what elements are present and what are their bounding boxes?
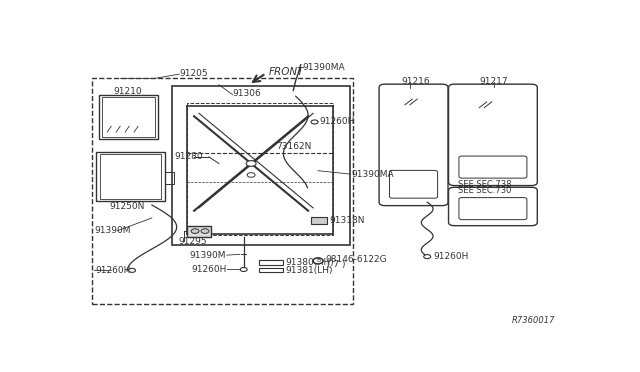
Bar: [100, 154, 161, 199]
Bar: [165, 172, 173, 183]
Text: 91306: 91306: [233, 89, 262, 99]
Circle shape: [240, 267, 247, 272]
Circle shape: [313, 258, 323, 264]
Bar: [310, 217, 326, 224]
Circle shape: [201, 229, 209, 233]
Circle shape: [424, 254, 431, 259]
Text: 91260H: 91260H: [433, 251, 468, 260]
Text: 91390M: 91390M: [94, 226, 131, 235]
Circle shape: [247, 173, 255, 177]
Circle shape: [313, 258, 323, 264]
Circle shape: [311, 120, 318, 124]
Bar: [172, 86, 350, 245]
Bar: [259, 260, 284, 264]
Text: 91390MA: 91390MA: [352, 170, 394, 179]
Text: 91390MA: 91390MA: [302, 63, 345, 72]
Text: 91295: 91295: [178, 237, 207, 246]
Text: SEE SEC.730: SEE SEC.730: [458, 186, 511, 195]
Bar: [187, 226, 211, 237]
Text: R7360017: R7360017: [511, 316, 555, 325]
Bar: [97, 152, 165, 201]
Text: 91381(LH): 91381(LH): [286, 266, 333, 275]
Text: ( 7 ): ( 7 ): [326, 260, 345, 269]
Text: 91380(RH): 91380(RH): [286, 258, 335, 267]
Bar: [92, 78, 353, 304]
Text: 91390M: 91390M: [190, 251, 227, 260]
Bar: [187, 103, 333, 235]
Text: 91216: 91216: [401, 77, 430, 86]
Text: 91210: 91210: [113, 87, 142, 96]
Text: 91250N: 91250N: [110, 202, 145, 211]
Text: 91217: 91217: [479, 77, 508, 86]
Text: 91318N: 91318N: [329, 216, 365, 225]
Text: 91260H: 91260H: [95, 266, 131, 275]
Text: 91205: 91205: [179, 69, 208, 78]
Text: 91260H: 91260H: [191, 265, 227, 274]
Circle shape: [191, 229, 199, 233]
Bar: [259, 268, 284, 272]
Text: FRONT: FRONT: [269, 67, 304, 77]
Bar: [102, 97, 155, 137]
Text: 91260H: 91260H: [319, 118, 355, 126]
Text: 73162N: 73162N: [276, 142, 311, 151]
Text: 08146-6122G: 08146-6122G: [325, 255, 387, 264]
Bar: [99, 95, 158, 139]
Text: B: B: [316, 259, 320, 263]
Circle shape: [129, 268, 136, 272]
Text: 91280: 91280: [174, 153, 203, 161]
Circle shape: [246, 161, 256, 166]
Text: SEE SEC.738: SEE SEC.738: [458, 180, 511, 189]
